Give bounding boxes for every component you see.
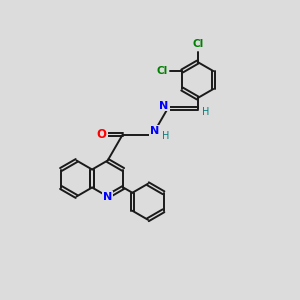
Text: H: H	[202, 107, 210, 117]
Text: Cl: Cl	[156, 66, 168, 76]
Text: O: O	[97, 128, 107, 141]
Text: N: N	[103, 191, 112, 202]
Text: N: N	[150, 126, 159, 136]
Text: N: N	[160, 100, 169, 110]
Text: Cl: Cl	[192, 39, 203, 49]
Text: H: H	[162, 131, 169, 141]
